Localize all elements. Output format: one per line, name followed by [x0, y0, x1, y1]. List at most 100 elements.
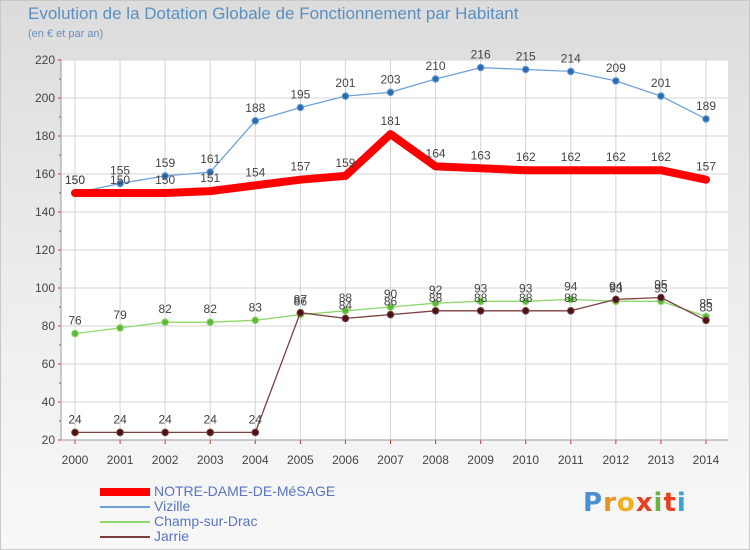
- data-label-champ-sur-drac: 93: [474, 281, 488, 295]
- data-point-notre-dame-de-mesage: [522, 166, 530, 174]
- data-label-jarrie: 24: [113, 412, 127, 426]
- data-label-jarrie: 88: [429, 291, 443, 305]
- data-point-jarrie: [657, 293, 665, 302]
- data-label-notre-dame-de-mesage: 162: [606, 150, 626, 164]
- data-point-jarrie: [206, 428, 215, 437]
- data-point-notre-dame-de-mesage: [567, 166, 575, 174]
- data-point-jarrie: [702, 316, 710, 325]
- data-point-vizille: [612, 77, 620, 85]
- data-point-champ-sur-drac: [341, 307, 350, 315]
- data-point-notre-dame-de-mesage: [387, 130, 394, 138]
- legend-swatch-vizille: [100, 506, 150, 508]
- x-tick-label: 2007: [377, 453, 404, 467]
- data-point-jarrie: [341, 314, 350, 323]
- data-point-champ-sur-drac: [431, 299, 440, 308]
- legend-label-champ-sur-drac: Champ-sur-Drac: [154, 513, 258, 529]
- y-tick-label: 120: [35, 243, 55, 257]
- data-label-jarrie: 24: [68, 412, 82, 426]
- legend-label-notre-dame-de-mesage: NOTRE-DAME-DE-MéSAGE: [154, 483, 336, 499]
- data-point-jarrie: [476, 307, 485, 315]
- data-point-vizille: [251, 117, 260, 125]
- data-point-champ-sur-drac: [386, 303, 395, 311]
- x-tick-label: 2001: [107, 453, 134, 467]
- data-label-vizille: 161: [200, 152, 220, 166]
- data-point-vizille: [521, 65, 530, 74]
- data-label-champ-sur-drac: 79: [113, 308, 127, 322]
- data-point-champ-sur-drac: [161, 318, 169, 327]
- data-label-jarrie: 24: [249, 412, 263, 426]
- y-tick-label: 60: [42, 357, 56, 371]
- data-label-champ-sur-drac: 94: [564, 279, 578, 293]
- data-label-jarrie: 88: [519, 291, 533, 305]
- data-label-vizille: 201: [651, 76, 671, 90]
- data-label-vizille: 214: [561, 51, 581, 65]
- data-point-champ-sur-drac: [71, 329, 79, 338]
- legend-swatch-jarrie: [100, 536, 150, 538]
- data-label-champ-sur-drac: 82: [158, 302, 172, 316]
- logo-letter: i: [653, 488, 664, 518]
- data-label-champ-sur-drac: 90: [384, 287, 398, 301]
- data-label-champ-sur-drac: 92: [429, 283, 443, 297]
- x-tick-label: 2010: [512, 453, 539, 467]
- data-point-jarrie: [296, 308, 305, 317]
- y-tick-label: 80: [42, 319, 56, 333]
- data-point-notre-dame-de-mesage: [296, 176, 304, 184]
- data-point-jarrie: [566, 307, 575, 315]
- data-label-notre-dame-de-mesage: 162: [651, 150, 671, 164]
- data-point-jarrie: [71, 428, 79, 437]
- data-label-vizille: 209: [606, 61, 626, 75]
- x-tick-label: 2004: [242, 453, 269, 467]
- data-label-jarrie: 95: [654, 278, 668, 292]
- data-point-jarrie: [116, 428, 124, 437]
- x-tick-label: 2008: [422, 453, 449, 467]
- data-point-vizille: [566, 67, 575, 76]
- data-label-notre-dame-de-mesage: 150: [155, 173, 175, 187]
- logo-letter: r: [603, 488, 617, 518]
- data-point-notre-dame-de-mesage: [116, 189, 124, 197]
- x-tick-label: 2005: [287, 453, 314, 467]
- data-label-vizille: 159: [155, 156, 175, 170]
- data-point-notre-dame-de-mesage: [432, 162, 440, 170]
- data-label-champ-sur-drac: 76: [68, 314, 82, 328]
- data-label-notre-dame-de-mesage: 157: [290, 160, 310, 174]
- data-label-jarrie: 88: [474, 291, 488, 305]
- chart-title: Evolution de la Dotation Globale de Fonc…: [28, 4, 519, 23]
- data-point-jarrie: [251, 428, 260, 437]
- data-label-notre-dame-de-mesage: 150: [65, 173, 85, 187]
- data-label-champ-sur-drac: 85: [699, 297, 713, 311]
- data-point-vizille: [431, 75, 440, 83]
- y-tick-label: 200: [35, 91, 55, 105]
- data-point-vizille: [296, 103, 305, 112]
- x-tick-label: 2003: [197, 453, 224, 467]
- data-label-jarrie: 84: [339, 298, 353, 312]
- data-point-champ-sur-drac: [206, 318, 215, 327]
- data-point-jarrie: [161, 428, 169, 437]
- y-tick-label: 100: [35, 281, 55, 295]
- y-tick-label: 20: [42, 433, 56, 447]
- data-label-vizille: 189: [696, 99, 716, 113]
- data-label-notre-dame-de-mesage: 162: [561, 150, 581, 164]
- logo-letter: x: [635, 488, 654, 518]
- data-label-champ-sur-drac: 93: [609, 281, 623, 295]
- legend-swatch-notre-dame-de-mesage: [100, 488, 150, 496]
- data-label-notre-dame-de-mesage: 154: [245, 165, 265, 179]
- data-point-jarrie: [386, 310, 395, 319]
- data-point-vizille: [206, 168, 215, 176]
- data-label-notre-dame-de-mesage: 181: [380, 114, 400, 128]
- data-point-vizille: [341, 92, 350, 100]
- data-point-notre-dame-de-mesage: [612, 166, 620, 174]
- y-tick-label: 180: [35, 129, 55, 143]
- data-point-champ-sur-drac: [566, 295, 575, 304]
- data-point-notre-dame-de-mesage: [702, 176, 710, 184]
- data-label-vizille: 215: [516, 50, 536, 64]
- legend-label-jarrie: Jarrie: [154, 528, 190, 544]
- data-label-notre-dame-de-mesage: 159: [335, 156, 355, 170]
- y-tick-label: 220: [35, 53, 55, 67]
- logo-letter: t: [663, 488, 677, 518]
- data-label-vizille: 210: [426, 59, 446, 73]
- data-point-vizille: [116, 179, 124, 188]
- data-label-champ-sur-drac: 83: [249, 300, 263, 314]
- data-point-champ-sur-drac: [521, 297, 530, 306]
- data-label-jarrie: 24: [204, 412, 218, 426]
- data-point-notre-dame-de-mesage: [477, 164, 485, 172]
